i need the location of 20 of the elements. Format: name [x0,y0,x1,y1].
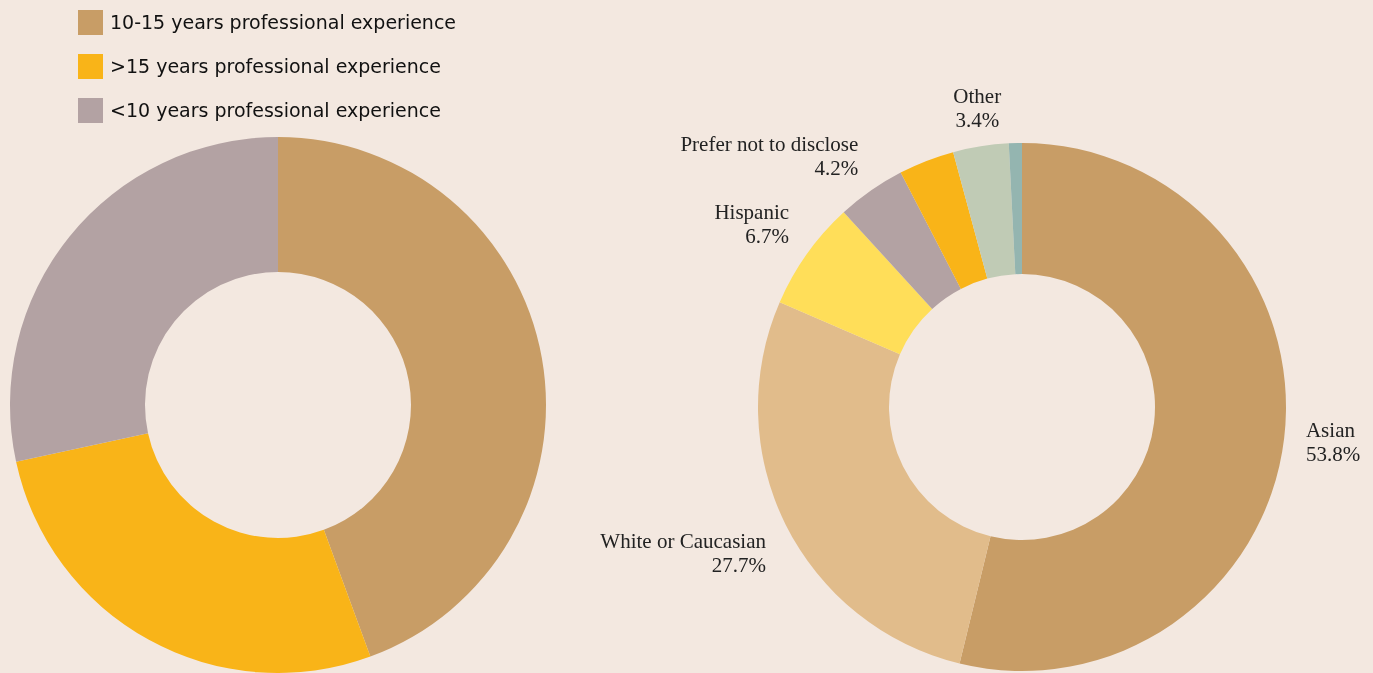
slice-label: Hispanic [714,200,790,225]
slice-label: White or Caucasian [600,529,767,554]
donut-slice [278,137,546,657]
slice-label: Prefer not to disclose [680,131,859,156]
slice-label: Asian [1305,418,1356,443]
slice-label: Other [953,83,1002,108]
data-label: 3.4% [955,107,1000,132]
donut-slice [10,137,278,462]
legend-label: <10 years professional experience [110,99,441,121]
legend-label: >15 years professional experience [110,55,441,77]
data-label: 27.7% [711,553,766,578]
donut-slice [953,143,1016,279]
donut-slice [1008,143,1022,275]
data-label: 4.2% [814,155,859,180]
legend-label: 10-15 years professional experience [110,11,457,33]
data-label: 53.8% [1305,442,1361,467]
data-label: 6.7% [745,224,790,249]
donut-slice [16,433,371,673]
donut-slice [900,152,988,289]
donut-slice [959,143,1286,671]
